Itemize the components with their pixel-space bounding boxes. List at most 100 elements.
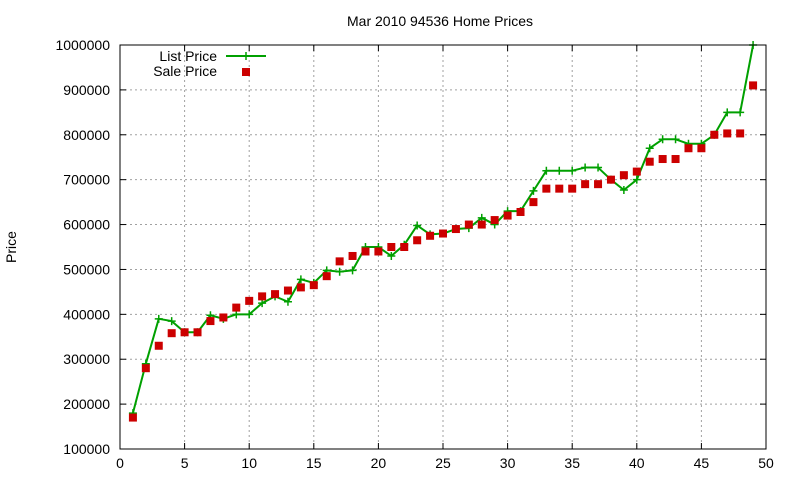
sale-price-point <box>568 184 577 193</box>
sale-price-point <box>400 243 409 251</box>
sale-price-point <box>258 292 267 301</box>
sale-price-point <box>219 313 228 322</box>
sale-price-point <box>387 243 396 251</box>
list-price-point <box>658 135 667 144</box>
x-tick-label: 25 <box>435 455 451 471</box>
sale-price-point <box>374 247 383 256</box>
list-price-point <box>154 314 163 323</box>
sale-price-point <box>542 184 551 193</box>
sale-price-point <box>477 220 486 229</box>
x-tick-label: 40 <box>629 455 645 471</box>
x-tick-label: 35 <box>564 455 580 471</box>
list-price-point <box>542 166 551 175</box>
y-tick-label: 500000 <box>63 261 110 277</box>
sale-price-point <box>167 329 176 338</box>
sale-price-point <box>271 290 280 299</box>
sale-price-point <box>296 283 305 292</box>
sale-price-point <box>283 286 292 295</box>
sale-price-point <box>413 236 422 245</box>
list-price-point <box>555 166 564 175</box>
x-tick-label: 5 <box>181 455 189 471</box>
y-tick-label: 300000 <box>63 351 110 367</box>
sale-price-point <box>516 207 525 216</box>
legend-label-sale-price: Sale Price <box>153 63 217 79</box>
sale-price-point <box>426 231 435 240</box>
legend: List Price Sale Price <box>153 48 266 79</box>
x-tick-label: 45 <box>694 455 710 471</box>
list-price-point <box>232 310 241 319</box>
list-price-point <box>258 299 267 308</box>
y-tick-label: 700000 <box>63 172 110 188</box>
list-price-point <box>736 108 745 117</box>
sale-price-point <box>581 180 590 189</box>
list-price-point <box>671 135 680 144</box>
legend-label-list-price: List Price <box>159 48 217 64</box>
x-tick-label: 0 <box>116 455 124 471</box>
list-price-point <box>348 266 357 275</box>
sale-price-point <box>645 157 654 166</box>
list-price-point <box>723 108 732 117</box>
sale-price-point <box>361 247 370 256</box>
legend-marker-list-price <box>242 52 250 60</box>
sale-price-point <box>335 257 344 266</box>
legend-entry-sale-price: Sale Price <box>153 63 250 79</box>
y-tick-label: 100000 <box>63 441 110 457</box>
y-tick-label: 400000 <box>63 306 110 322</box>
sale-price-point <box>671 155 680 164</box>
sale-price-point <box>606 175 615 184</box>
y-tick-label: 600000 <box>63 217 110 233</box>
list-price-point <box>245 310 254 319</box>
x-tick-label: 10 <box>241 455 257 471</box>
list-price-point <box>581 163 590 172</box>
sale-price-point <box>490 216 499 225</box>
x-tick-label: 50 <box>758 455 774 471</box>
sale-price-point <box>619 171 628 180</box>
list-price-point <box>296 275 305 284</box>
sale-price-point <box>736 129 745 138</box>
sale-price-point <box>309 281 318 290</box>
sale-price-point <box>348 251 357 260</box>
chart-title: Mar 2010 94536 Home Prices <box>347 13 533 29</box>
list-price-point <box>632 175 641 184</box>
x-tick-label: 30 <box>500 455 516 471</box>
sale-price-point <box>439 229 447 238</box>
sale-price-point <box>128 413 137 422</box>
sale-price-point <box>451 225 460 234</box>
list-price-point <box>167 317 176 326</box>
x-tick-label: 15 <box>306 455 322 471</box>
sale-price-point <box>529 198 538 207</box>
sale-price-point <box>503 211 512 220</box>
list-price-point <box>568 166 577 175</box>
sale-price-point <box>232 303 241 312</box>
legend-marker-sale-price <box>242 68 250 76</box>
list-price-point <box>594 163 603 172</box>
tick-labels: 0 5 10 15 20 25 30 35 40 45 50 100000 200000 300000 40… <box>55 37 774 471</box>
grid <box>120 45 766 449</box>
list-price-point <box>413 221 422 230</box>
y-tick-label: 900000 <box>63 82 110 98</box>
list-price-point <box>477 213 486 222</box>
list-price-point <box>387 251 396 260</box>
sale-price-point <box>594 180 603 189</box>
sale-price-point <box>464 220 473 229</box>
plot-series <box>128 41 758 422</box>
list-price-point <box>645 144 654 153</box>
x-tick-label: 20 <box>371 455 387 471</box>
y-axis-label: Price <box>3 231 19 263</box>
sale-price-point <box>322 272 331 281</box>
sale-price-point <box>658 155 667 164</box>
sale-price-point <box>749 81 758 90</box>
y-tick-label: 1000000 <box>55 37 110 53</box>
sale-price-point <box>180 328 189 337</box>
list-price-point <box>335 267 344 276</box>
sale-price-point <box>141 364 150 373</box>
sale-price-point <box>193 328 202 337</box>
sale-price-point <box>555 184 564 193</box>
sale-price-point <box>154 341 163 350</box>
sale-price-point <box>206 317 215 326</box>
list-price-point <box>619 185 628 194</box>
sale-price-point <box>684 144 693 153</box>
list-price-point <box>529 186 538 195</box>
sale-price-point <box>632 167 641 176</box>
